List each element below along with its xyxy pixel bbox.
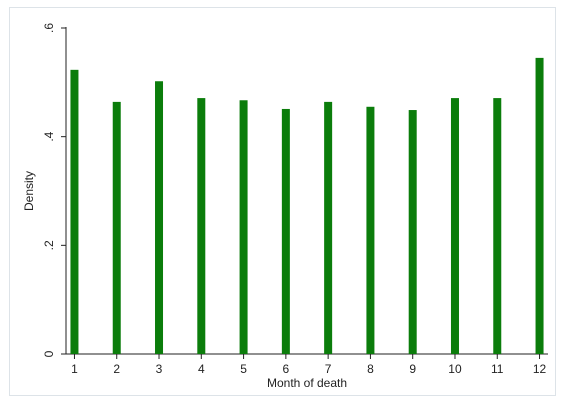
bar — [112, 101, 121, 354]
bar — [450, 98, 459, 354]
y-tick-label: .2 — [42, 240, 56, 250]
bar — [239, 100, 248, 354]
y-tick-label: 0 — [42, 350, 56, 357]
bar — [197, 98, 206, 354]
bar — [155, 81, 164, 354]
x-tick-label: 10 — [448, 362, 462, 376]
x-tick-label: 2 — [113, 362, 120, 376]
bar — [70, 69, 79, 354]
x-tick-label: 1 — [71, 362, 78, 376]
x-tick-label: 5 — [240, 362, 247, 376]
x-tick-label: 9 — [409, 362, 416, 376]
x-tick-label: 11 — [491, 362, 504, 376]
bar — [281, 108, 290, 354]
bar — [493, 98, 502, 354]
y-tick-label: .4 — [42, 131, 56, 141]
y-axis-label: Density — [22, 171, 36, 211]
x-axis-label: Month of death — [267, 376, 347, 390]
y-tick-label: .6 — [42, 23, 56, 33]
x-tick-label: 3 — [156, 362, 163, 376]
x-tick-label: 7 — [325, 362, 332, 376]
x-tick-label: 12 — [533, 362, 547, 376]
x-tick-label: 8 — [367, 362, 374, 376]
bar — [408, 110, 417, 354]
bar — [366, 106, 375, 355]
bar — [324, 101, 333, 354]
x-tick-label: 4 — [198, 362, 205, 376]
x-tick-label: 6 — [283, 362, 290, 376]
bar — [535, 57, 544, 355]
